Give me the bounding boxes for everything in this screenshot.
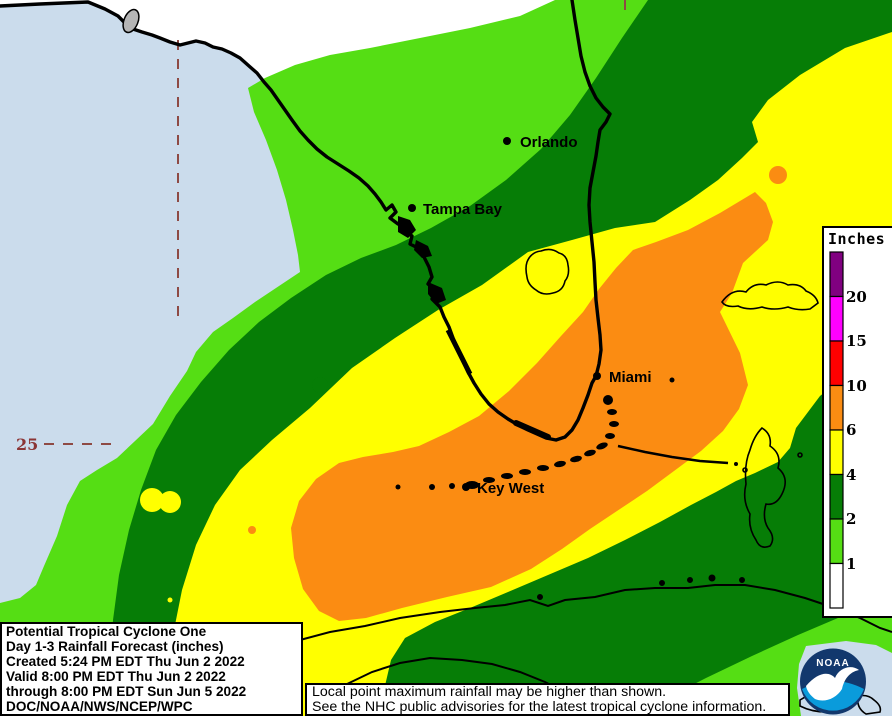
tampa-bay-dot [408,204,416,212]
disclaimer-line-1: Local point maximum rainfall may be high… [312,684,667,700]
contour-se-2-4-inch [381,352,892,716]
orlando-dot [503,137,511,145]
florida-keys [395,377,738,490]
key-west-dot [462,483,470,491]
coastal-details [398,216,551,440]
legend-title: Inches [828,230,885,248]
miami-label: Miami [609,369,652,386]
legend-swatch-2-4 [829,473,844,520]
seagull-icon [806,667,859,701]
legend-swatch-1-2 [829,518,844,565]
info-line-agency: DOC/NOAA/NWS/NCEP/WPC [6,698,193,714]
city-markers: Orlando Tampa Bay Miami Key West [408,134,652,497]
legend-label-6: 6 [846,421,856,439]
legend-label-1: 1 [846,555,856,573]
noaa-logo: NOAA [798,647,868,716]
legend-label-2: 2 [846,510,856,528]
info-line-created: Created 5:24 PM EDT Thu Jun 2 2022 [6,653,245,669]
info-line-title: Potential Tropical Cyclone One [6,624,207,639]
key-west-label: Key West [477,480,544,497]
disclaimer-box: Local point maximum rainfall may be high… [305,683,790,716]
legend-swatch-15-20 [829,295,844,342]
legend-swatch-6-10 [829,384,844,431]
legend-swatch-10-15 [829,340,844,387]
grid-lines [44,0,626,445]
info-line-through: through 8:00 PM EDT Sun Jun 5 2022 [6,683,247,699]
info-line-product: Day 1-3 Rainfall Forecast (inches) [6,638,224,654]
legend-swatch-under-1 [829,562,844,609]
tampa-bay-label: Tampa Bay [423,201,503,218]
lake-okeechobee [525,248,570,295]
legend-label-15: 15 [846,332,867,350]
miami-dot [593,372,601,380]
orange-spot-ne [769,166,787,184]
panhandle-lagoon [122,8,140,34]
legend-swatch-20plus [829,251,844,298]
forecast-info-box: Potential Tropical Cyclone One Day 1-3 R… [0,622,303,716]
disclaimer-line-2: See the NHC public advisories for the la… [312,699,767,716]
legend-label-20: 20 [846,288,867,306]
legend-scale: Inches 20 15 10 6 4 2 1 [828,230,885,609]
legend-swatch-4-6 [829,429,844,476]
green-spot-gulf [312,377,328,393]
orange-spot-sw [248,526,256,534]
info-line-valid: Valid 8:00 PM EDT Thu Jun 2 2022 [6,668,226,684]
noaa-logo-text: NOAA [816,658,849,669]
contour-6-10-inch [291,192,773,621]
legend-label-4: 4 [846,466,856,484]
orlando-label: Orlando [520,134,578,151]
latitude-25-label: 25 [16,435,38,454]
legend-label-10: 10 [846,377,867,395]
noaa-logo-graphic: NOAA [800,648,866,715]
rainfall-legend: Inches 20 15 10 6 4 2 1 [822,226,892,618]
yellow-spots-west [140,488,191,603]
